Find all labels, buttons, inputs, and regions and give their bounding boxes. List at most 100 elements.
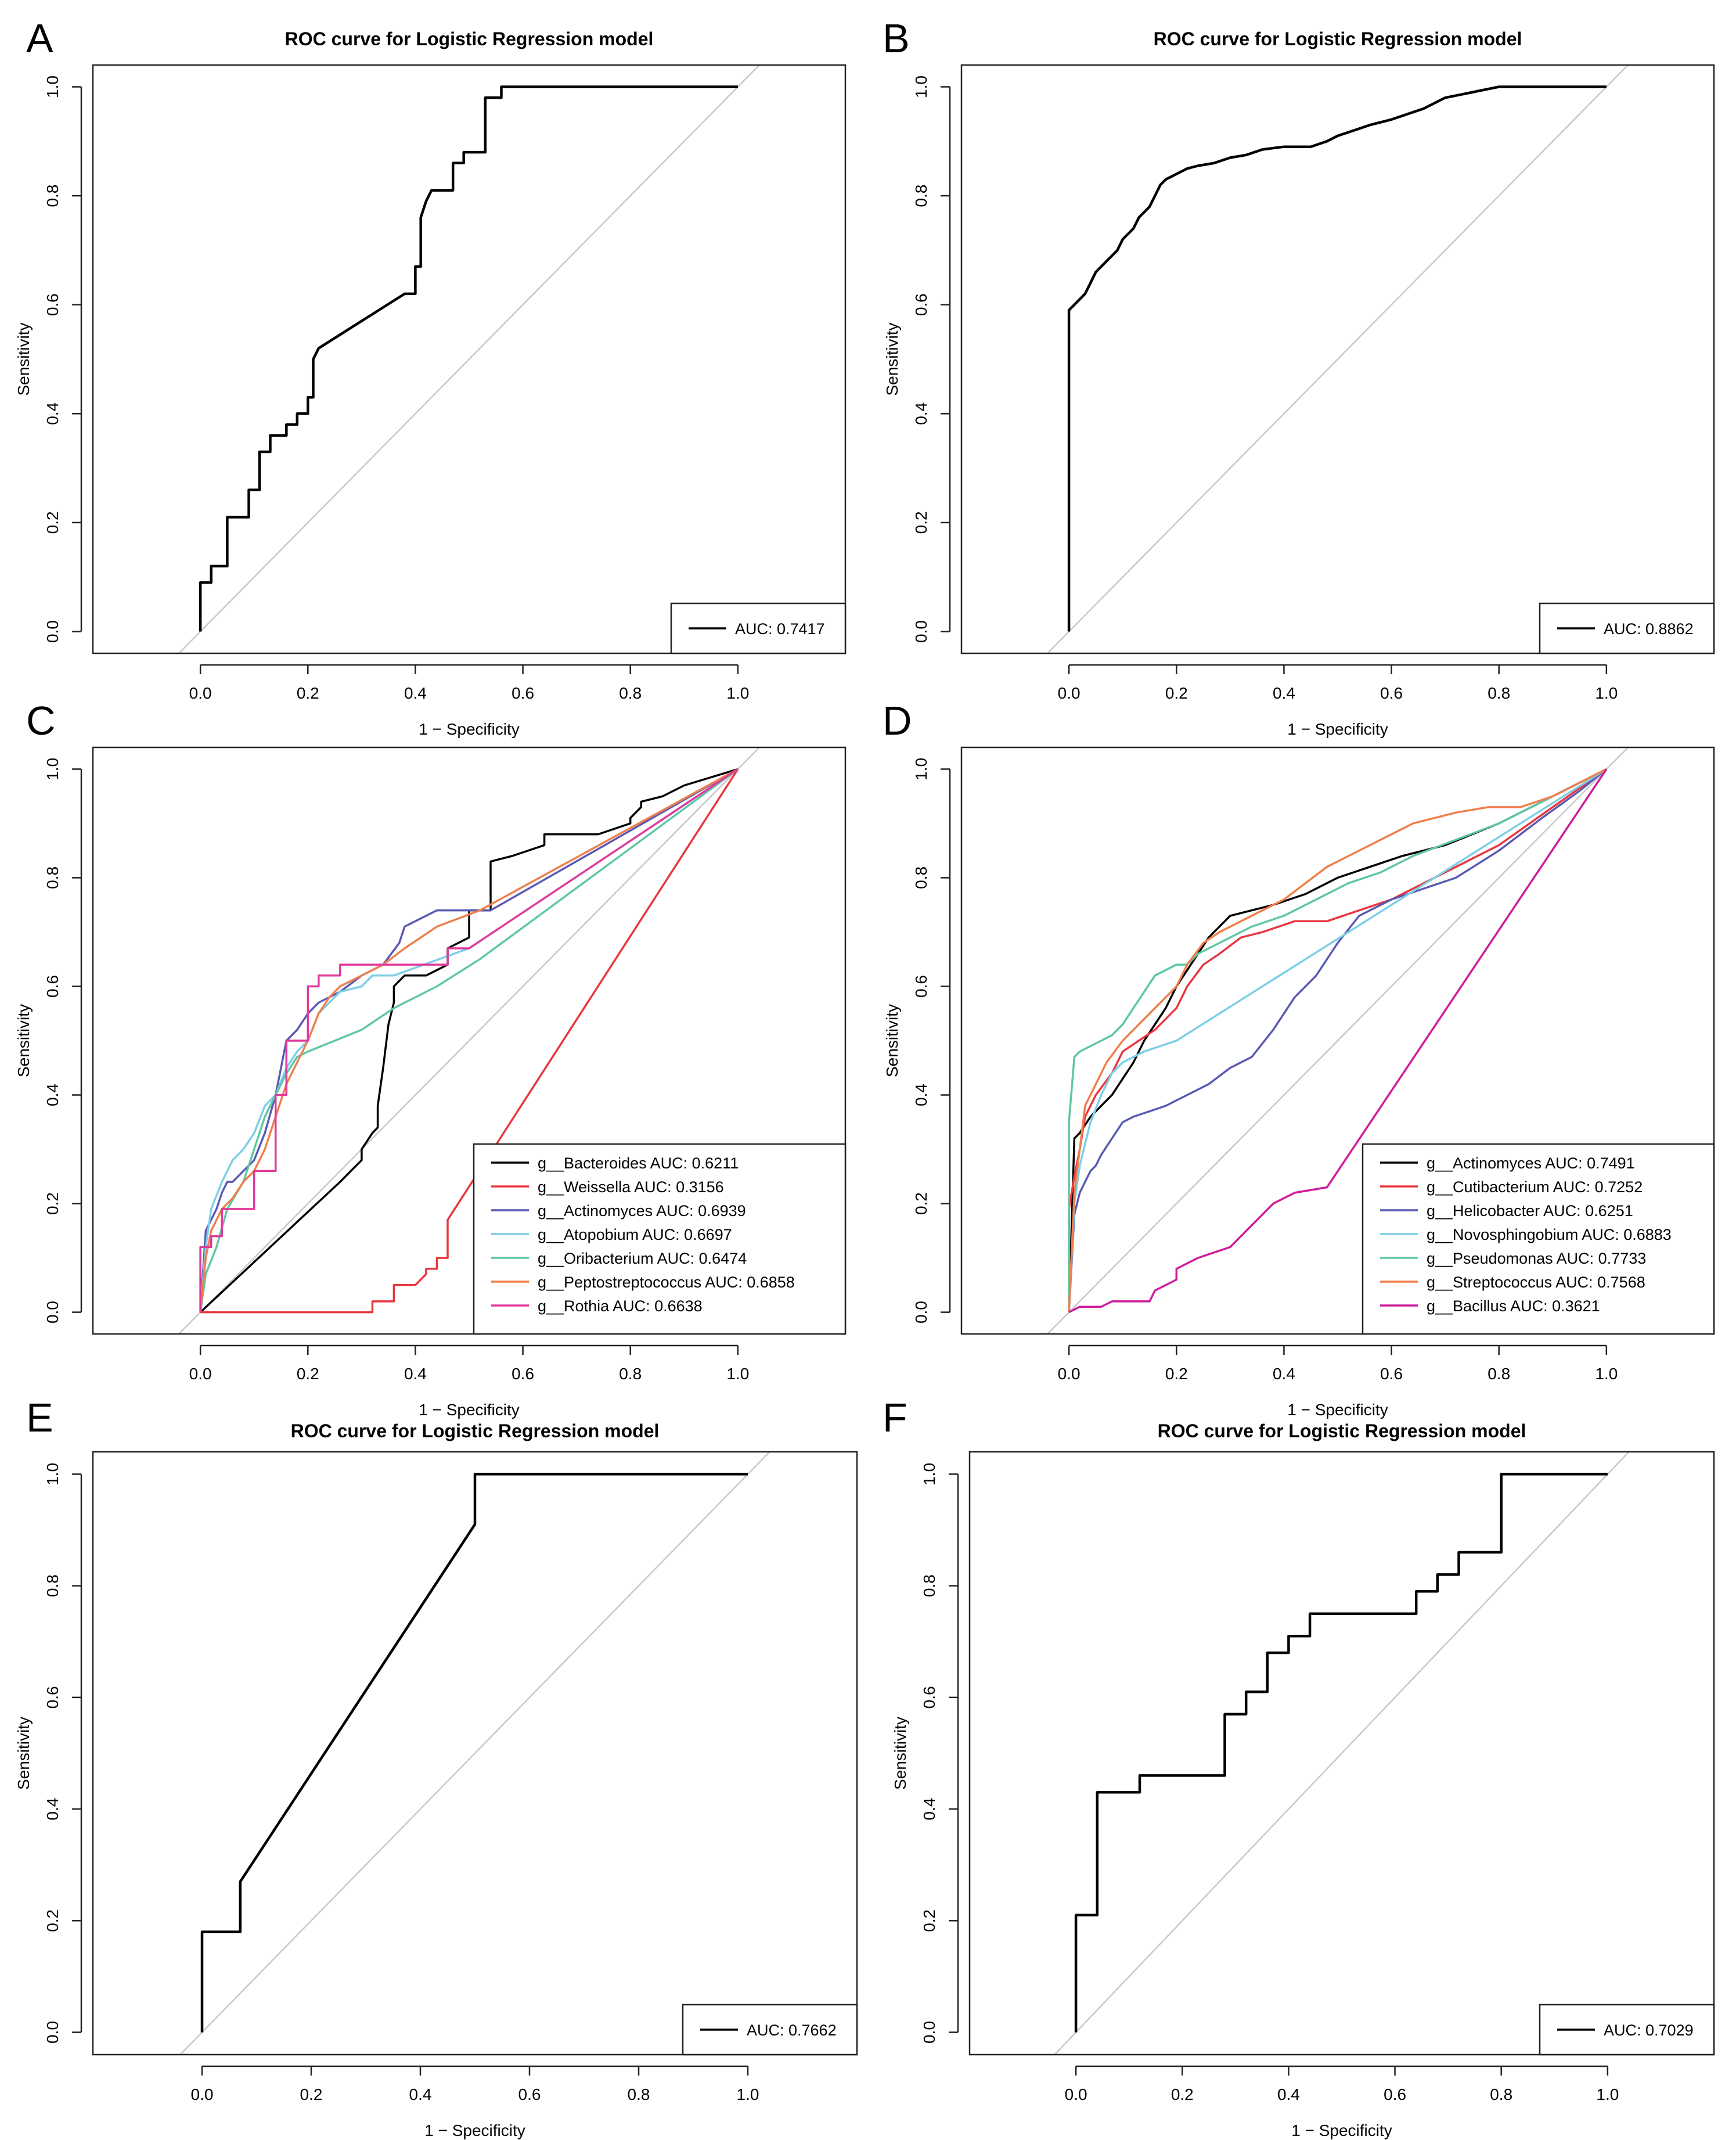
plot-frame xyxy=(92,64,847,654)
chart-title: ROC curve for Logistic Regression model xyxy=(1158,1420,1526,1441)
y-tick-label: 0.6 xyxy=(912,293,930,316)
roc-curve xyxy=(1068,768,1607,1312)
diagonal-line xyxy=(1046,65,1629,653)
x-tick-label: 0.6 xyxy=(1384,2085,1406,2103)
legend-box xyxy=(1362,1143,1715,1335)
legend-label: AUC: 0.7417 xyxy=(735,620,825,638)
legend-box xyxy=(473,1143,847,1335)
y-axis-label: Sensitivity xyxy=(883,322,901,395)
x-tick-label: 0.2 xyxy=(1165,684,1188,702)
panel-b: B ROC curve for Logistic Regression model… xyxy=(883,16,1715,738)
x-tick-label: 0.8 xyxy=(619,1365,642,1383)
roc-curve xyxy=(1068,768,1607,1312)
roc-curve xyxy=(1068,768,1607,1312)
y-tick-label: 0.2 xyxy=(912,1192,930,1215)
y-tick-label: 0.6 xyxy=(44,293,62,316)
roc-curve xyxy=(1067,85,1607,632)
legend-label: g__Streptococcus AUC: 0.7568 xyxy=(1427,1274,1645,1291)
roc-curve xyxy=(200,1473,748,2033)
legend-label: g__Bacteroides AUC: 0.6211 xyxy=(538,1154,739,1172)
roc-curve xyxy=(200,768,739,1314)
panel-letter: A xyxy=(26,16,53,61)
series-group xyxy=(199,85,738,632)
x-tick-label: 0.8 xyxy=(619,684,642,702)
y-tick-label: 0.2 xyxy=(44,1909,62,1932)
panel-f: F ROC curve for Logistic Regression model… xyxy=(883,1395,1715,2139)
legend-label: AUC: 0.8862 xyxy=(1604,620,1694,638)
y-tick-label: 0.4 xyxy=(44,402,62,425)
plot-frame xyxy=(960,64,1715,654)
x-tick-label: 0.4 xyxy=(404,1365,427,1383)
diagonal-line xyxy=(179,1452,771,2055)
legend-label: g__Oribacterium AUC: 0.6474 xyxy=(538,1250,747,1267)
y-tick-label: 0.0 xyxy=(44,1301,62,1323)
y-tick-label: 0.0 xyxy=(44,2021,62,2044)
y-tick-label: 1.0 xyxy=(44,75,62,98)
panel-e: E ROC curve for Logistic Regression model… xyxy=(15,1395,858,2139)
x-tick-label: 0.8 xyxy=(1488,684,1510,702)
panel-letter: F xyxy=(883,1395,907,1440)
y-tick-label: 0.0 xyxy=(912,1301,930,1323)
panel-letter: C xyxy=(26,698,56,743)
plot-frame xyxy=(92,746,847,1335)
y-tick-label: 1.0 xyxy=(44,1463,62,1486)
legend: AUC: 0.7029 xyxy=(1539,2004,1715,2056)
x-tick-label: 0.6 xyxy=(512,684,534,702)
x-tick-label: 0.0 xyxy=(1058,684,1081,702)
roc-curve xyxy=(1068,768,1608,1314)
series-group xyxy=(200,1473,748,2033)
y-axis-label: Sensitivity xyxy=(15,1004,33,1077)
chart-title: ROC curve for Logistic Regression model xyxy=(291,1420,660,1441)
plot-frame xyxy=(968,1451,1715,2056)
x-tick-label: 1.0 xyxy=(1596,2085,1619,2103)
x-tick-label: 0.4 xyxy=(404,684,427,702)
legend-label: g__Weissella AUC: 0.3156 xyxy=(538,1178,724,1196)
y-tick-label: 0.4 xyxy=(44,1084,62,1106)
y-tick-label: 0.6 xyxy=(44,1686,62,1709)
x-tick-label: 0.0 xyxy=(1058,1365,1081,1383)
panel-letter: B xyxy=(883,16,910,61)
y-axis-label: Sensitivity xyxy=(15,1717,33,1790)
diagonal-line xyxy=(1053,1452,1630,2055)
y-tick-label: 0.2 xyxy=(920,1909,938,1932)
y-tick-label: 0.6 xyxy=(920,1686,938,1709)
x-tick-label: 0.0 xyxy=(191,2085,214,2103)
legend-label: g__Peptostreptococcus AUC: 0.6858 xyxy=(538,1274,795,1291)
reference-diagonal xyxy=(178,65,761,653)
legend-label: g__Helicobacter AUC: 0.6251 xyxy=(1427,1202,1633,1220)
legend: g__Actinomyces AUC: 0.7491 g__Cutibacteri… xyxy=(1362,1143,1715,1335)
y-tick-label: 0.0 xyxy=(44,620,62,643)
x-tick-label: 1.0 xyxy=(726,1365,749,1383)
reference-diagonal xyxy=(1046,65,1629,653)
x-tick-label: 0.0 xyxy=(189,1365,212,1383)
x-axis-label: 1 − Specificity xyxy=(1287,1401,1388,1419)
panel-letter: D xyxy=(883,698,912,743)
legend-label: g__Cutibacterium AUC: 0.7252 xyxy=(1427,1178,1643,1196)
panel-a: A ROC curve for Logistic Regression model… xyxy=(15,16,847,738)
reference-diagonal xyxy=(1046,747,1629,1334)
x-tick-label: 1.0 xyxy=(1595,1365,1618,1383)
series-group xyxy=(1068,768,1608,1314)
x-tick-label: 0.4 xyxy=(1273,684,1295,702)
x-axis-label: 1 − Specificity xyxy=(1291,2121,1392,2139)
x-axis-label: 1 − Specificity xyxy=(1287,720,1388,738)
x-tick-label: 0.8 xyxy=(628,2085,650,2103)
chart-title: ROC curve for Logistic Regression model xyxy=(1154,28,1522,49)
roc-curve xyxy=(1068,768,1607,1312)
x-tick-label: 1.0 xyxy=(1595,684,1618,702)
roc-curve xyxy=(199,768,739,1312)
y-tick-label: 0.8 xyxy=(912,185,930,207)
panel-d: D 0.0 0.2 0.4 0.6 0.8 1.0 1 − Specificity 0.0 0.2… xyxy=(883,698,1715,1419)
y-tick-label: 0.6 xyxy=(44,975,62,998)
x-tick-label: 0.4 xyxy=(1277,2085,1300,2103)
diagonal-line xyxy=(178,65,761,653)
y-axis-label: Sensitivity xyxy=(883,1004,901,1077)
series-group xyxy=(199,768,739,1314)
x-tick-label: 0.6 xyxy=(1380,1365,1403,1383)
chart-title: ROC curve for Logistic Regression model xyxy=(285,28,654,49)
y-tick-label: 0.0 xyxy=(912,620,930,643)
y-tick-label: 0.4 xyxy=(912,1084,930,1106)
roc-curve xyxy=(1074,1473,1608,2033)
x-tick-label: 0.2 xyxy=(1165,1365,1188,1383)
y-tick-label: 0.8 xyxy=(44,185,62,207)
